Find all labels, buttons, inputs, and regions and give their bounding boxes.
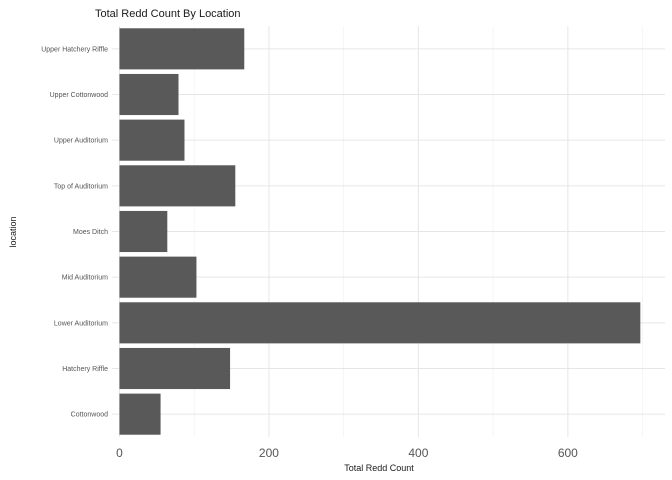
y-axis-title: location	[8, 216, 18, 247]
bar	[119, 347, 231, 390]
y-tick-label: Cottonwood	[71, 412, 108, 419]
y-tick-label: Hatchery Riffle	[62, 366, 108, 373]
x-tick-label: 0	[116, 446, 123, 460]
bar	[119, 393, 161, 435]
y-tick-label: Mid Auditorium	[62, 275, 108, 282]
bar	[119, 302, 641, 344]
x-axis-title: Total Redd Count	[344, 463, 414, 473]
bars-layer	[119, 28, 641, 435]
chart-title: Total Redd Count By Location	[95, 8, 241, 20]
bar	[119, 73, 179, 116]
y-tick-label: Moes Ditch	[73, 229, 108, 236]
y-tick-label: Lower Auditorium	[54, 320, 108, 327]
bar	[119, 165, 236, 207]
y-tick-label: Upper Auditorium	[54, 138, 108, 145]
bar	[119, 210, 168, 253]
bar	[119, 119, 185, 161]
x-tick-label: 600	[558, 446, 578, 460]
y-tick-label: Upper Cottonwood	[50, 92, 108, 99]
bar	[119, 28, 245, 70]
y-tick-label: Upper Hatchery Riffle	[41, 46, 108, 53]
x-tick-label: 200	[259, 446, 279, 460]
y-tick-label: Top of Auditorium	[54, 183, 108, 190]
x-tick-labels: 0 200 400 600	[116, 446, 578, 460]
x-tick-label: 400	[408, 446, 428, 460]
y-tick-labels: Cottonwood Hatchery Riffle Lower Auditoriu…	[41, 46, 108, 418]
bar	[119, 256, 197, 298]
